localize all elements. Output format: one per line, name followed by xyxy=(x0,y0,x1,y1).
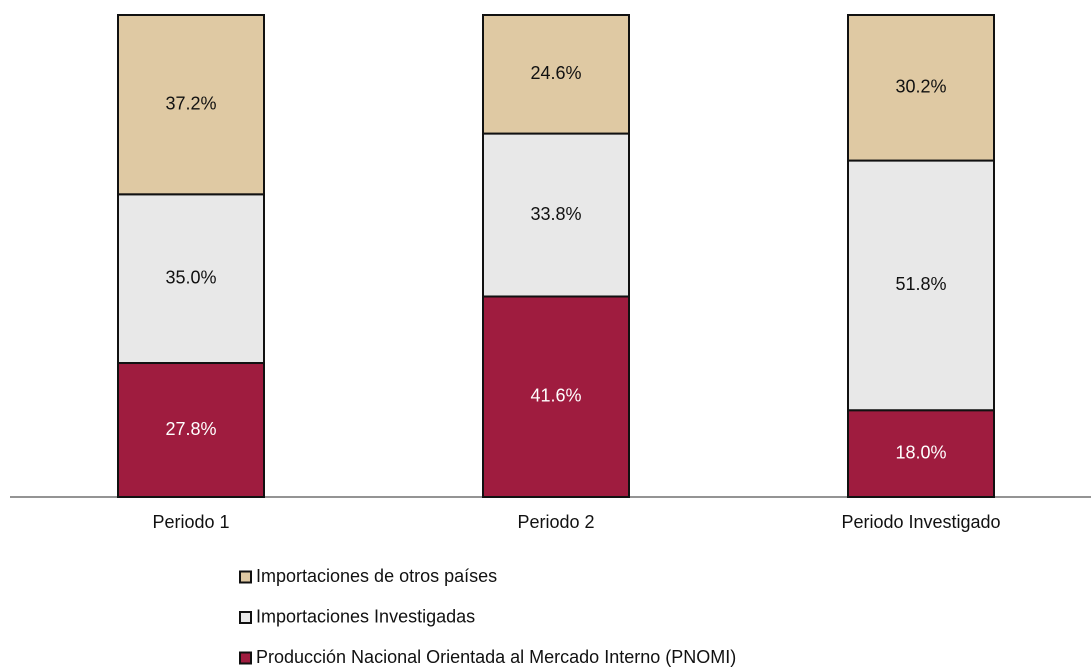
bar-segment xyxy=(482,14,630,135)
data-label: 27.8% xyxy=(165,419,216,439)
legend-label: Importaciones de otros países xyxy=(256,566,497,586)
data-label: 51.8% xyxy=(895,274,946,294)
data-label: 41.6% xyxy=(530,385,581,405)
bar-segment xyxy=(117,193,265,365)
data-label: 37.2% xyxy=(165,93,216,113)
bar-segment xyxy=(847,14,995,162)
bar-segment xyxy=(482,295,630,498)
bar-segment xyxy=(847,409,995,498)
x-tick-label: Periodo 2 xyxy=(517,512,594,532)
data-label: 30.2% xyxy=(895,77,946,97)
bar-segment xyxy=(847,159,995,412)
bar-segment xyxy=(117,14,265,196)
bar-segment xyxy=(117,362,265,498)
data-label: 35.0% xyxy=(165,267,216,287)
data-label: 24.6% xyxy=(530,63,581,83)
x-tick-label: Periodo Investigado xyxy=(841,512,1000,532)
x-tick-label: Periodo 1 xyxy=(152,512,229,532)
legend-swatch xyxy=(239,651,252,665)
legend-label: Producción Nacional Orientada al Mercado… xyxy=(256,647,736,667)
bar-segment xyxy=(482,132,630,298)
data-label: 18.0% xyxy=(895,442,946,462)
legend-label: Importaciones Investigadas xyxy=(256,606,475,626)
legend-swatch xyxy=(239,611,252,624)
legend-swatch xyxy=(239,570,252,584)
data-label: 33.8% xyxy=(530,204,581,224)
